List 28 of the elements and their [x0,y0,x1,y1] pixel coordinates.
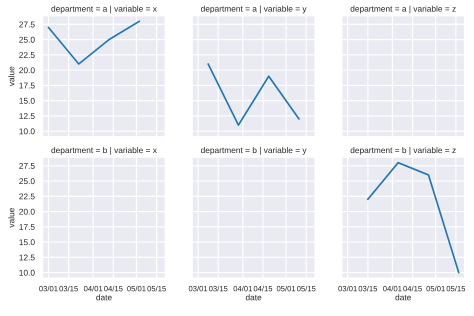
y-tick-label: 20.0 [19,208,35,215]
y-tick-label: 12.5 [19,113,35,120]
line-series [48,20,140,65]
x-axis-title: date [246,294,262,300]
y-tick-label: 10.0 [19,128,35,134]
y-axis-title: value [8,66,14,86]
y-tick-label: 20.0 [19,67,35,74]
y-tick-label: 15.0 [19,98,35,104]
chart-title: department = b | variable = x [51,147,157,155]
y-tick-label: 27.5 [19,22,35,28]
chart-title: department = a | variable = z [350,6,456,14]
y-tick-label: 17.5 [19,82,35,88]
chart-title: department = b | variable = z [350,147,456,155]
y-tick-label: 25.0 [19,36,35,43]
y-tick-label: 22.5 [19,193,35,200]
y-tick-label: 17.5 [19,224,35,230]
y-tick-label: 25.0 [19,178,35,184]
chart-title: department = b | variable = y [200,147,307,155]
y-tick-label: 10.0 [19,270,35,276]
x-axis-title: date [96,294,112,300]
y-tick-label: 27.5 [19,162,35,169]
y-tick-label: 22.5 [19,52,35,58]
y-tick-label: 15.0 [19,239,35,246]
chart-title: department = a | variable = y [200,6,307,14]
y-tick-label: 12.5 [19,254,35,260]
y-axis-title: value [8,208,14,228]
x-axis-title: date [395,294,411,300]
chart-title: department = a | variable = x [51,6,157,14]
